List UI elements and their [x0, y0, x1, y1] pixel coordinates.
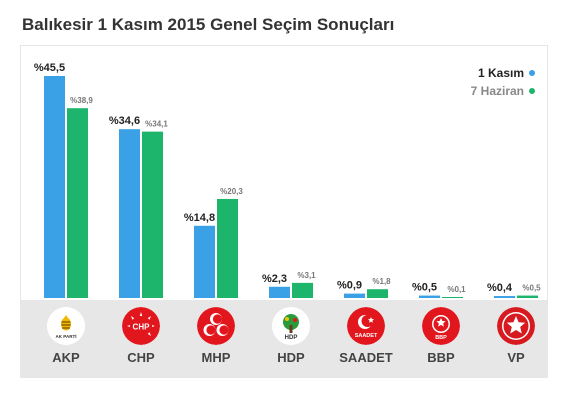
data-label-hdp-previous: %3,1 — [297, 271, 316, 280]
bar-vp-previous — [517, 295, 538, 298]
bar-akp-previous — [67, 108, 88, 298]
data-label-saadet-current: %0,9 — [337, 280, 362, 292]
data-label-hdp-current: %2,3 — [262, 273, 287, 285]
bar-hdp-current — [269, 286, 290, 298]
page-title: Balıkesir 1 Kasım 2015 Genel Seçim Sonuç… — [22, 15, 395, 34]
data-label-akp-previous: %38,9 — [70, 96, 93, 105]
data-label-akp-current: %45,5 — [34, 62, 65, 74]
data-label-mhp-current: %14,8 — [184, 212, 215, 224]
party-name-hdp: HDP — [277, 350, 305, 365]
bar-saadet-current — [344, 293, 365, 298]
bar-chart: %45,5 %38,9 %34,6 %34,1 %14,8 %20,3 %2,3 %3,1 %0… — [34, 62, 541, 298]
party-mhp: MHP — [179, 300, 253, 377]
party-hdp: HDP HDP — [254, 300, 328, 377]
svg-text:BBP: BBP — [435, 335, 447, 341]
data-label-bbp-current: %0,5 — [412, 282, 437, 294]
bar-mhp-previous — [217, 198, 238, 298]
legend-dot-previous — [529, 88, 535, 94]
akp-logo-icon: AK PARTİ — [47, 307, 85, 345]
svg-text:AK PARTİ: AK PARTİ — [56, 333, 77, 339]
bar-bbp-previous — [442, 297, 463, 298]
legend-label-previous: 7 Haziran — [470, 84, 524, 98]
data-label-chp-current: %34,6 — [109, 115, 140, 127]
svg-text:SAADET: SAADET — [355, 333, 378, 339]
legend-item-current: 1 Kasım — [471, 64, 535, 82]
party-name-bbp: BBP — [427, 350, 455, 365]
party-name-vp: VP — [507, 350, 525, 365]
party-name-saadet: SAADET — [339, 350, 393, 365]
party-akp: AK PARTİ AKP — [29, 300, 103, 377]
party-chp: CHP CHP — [104, 300, 178, 377]
bar-hdp-previous — [292, 282, 313, 298]
bar-bbp-current — [419, 295, 440, 298]
legend-item-previous: 7 Haziran — [471, 82, 535, 100]
party-name-akp: AKP — [52, 350, 80, 365]
party-band: AK PARTİ AKP CHP CHP — [21, 300, 547, 377]
bbp-logo-icon: BBP — [422, 307, 460, 345]
chart-card: %45,5 %38,9 %34,6 %34,1 %14,8 %20,3 %2,3 %3,1 %0… — [20, 45, 548, 378]
party-bbp: BBP BBP — [404, 300, 478, 377]
bar-vp-current — [494, 296, 515, 298]
data-label-vp-current: %0,4 — [487, 282, 513, 294]
svg-text:HDP: HDP — [285, 335, 298, 341]
bar-chp-current — [119, 129, 140, 298]
bar-mhp-current — [194, 225, 215, 298]
vp-logo-icon — [497, 307, 535, 345]
party-name-chp: CHP — [127, 350, 155, 365]
legend-dot-current — [529, 70, 535, 76]
party-name-mhp: MHP — [201, 350, 231, 365]
data-label-bbp-previous: %0,1 — [447, 285, 466, 294]
party-vp: VP — [479, 300, 553, 377]
party-saadet: SAADET SAADET — [329, 300, 403, 377]
data-label-chp-previous: %34,1 — [145, 120, 168, 129]
hdp-logo-icon: HDP — [272, 307, 310, 345]
mhp-logo-icon — [197, 307, 235, 345]
data-label-saadet-previous: %1,8 — [372, 277, 391, 286]
bar-akp-current — [44, 76, 65, 298]
svg-text:CHP: CHP — [133, 323, 151, 332]
bar-saadet-previous — [367, 289, 388, 298]
legend-label-current: 1 Kasım — [477, 66, 524, 80]
bar-chp-previous — [142, 131, 163, 298]
data-label-vp-previous: %0,5 — [522, 284, 541, 293]
chart-legend: 1 Kasım 7 Haziran — [471, 64, 535, 100]
data-label-mhp-previous: %20,3 — [220, 187, 243, 196]
saadet-logo-icon: SAADET — [347, 307, 385, 345]
chp-logo-icon: CHP — [122, 307, 160, 345]
